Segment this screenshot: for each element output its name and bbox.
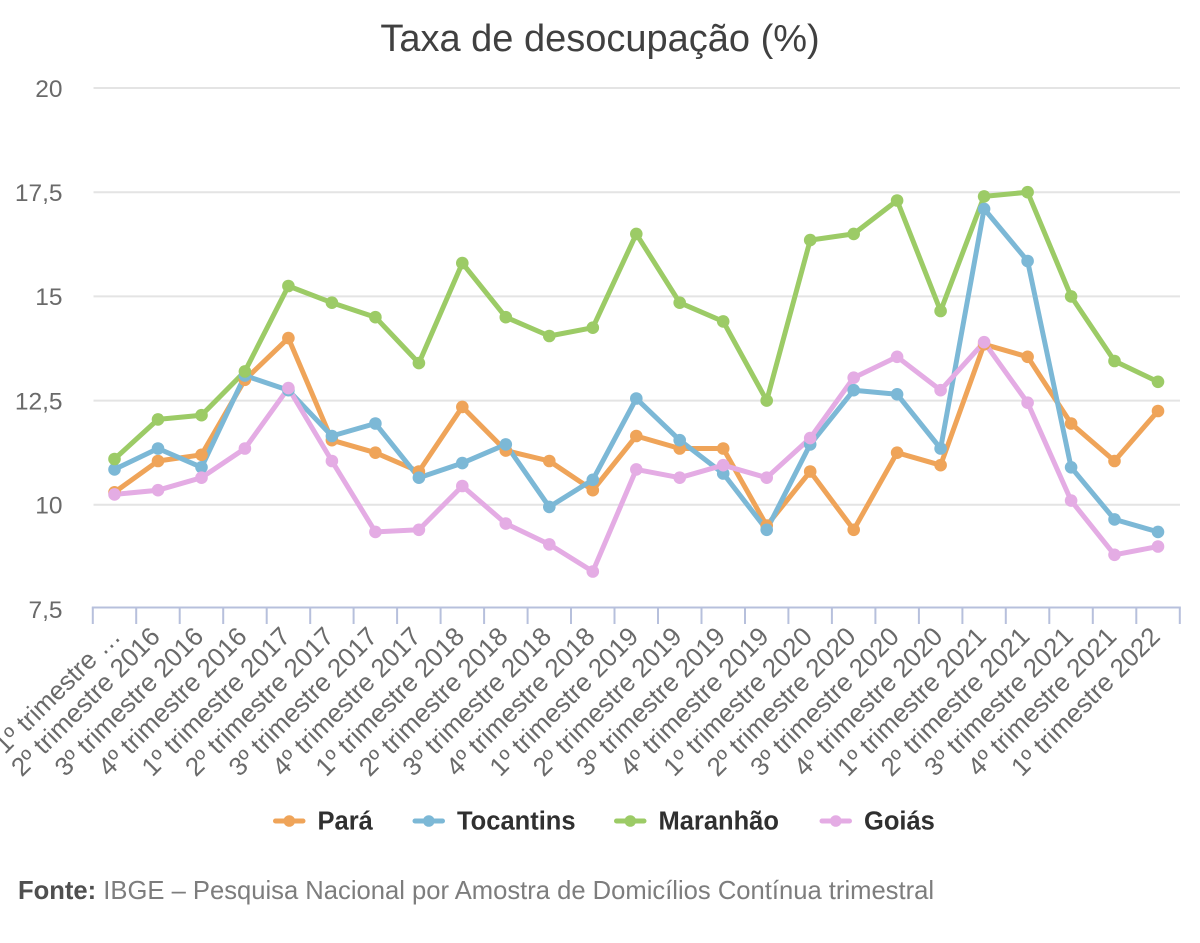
svg-text:20: 20 — [35, 76, 62, 103]
svg-text:Maranhão: Maranhão — [659, 808, 779, 836]
svg-text:12,5: 12,5 — [15, 388, 63, 415]
svg-text:15: 15 — [35, 284, 62, 311]
svg-text:10: 10 — [35, 493, 62, 520]
svg-text:Pará: Pará — [318, 808, 374, 836]
svg-text:Goiás: Goiás — [864, 808, 935, 836]
svg-text:Fonte: IBGE – Pesquisa Naciona: Fonte: IBGE – Pesquisa Nacional por Amos… — [18, 877, 934, 905]
svg-text:Taxa de desocupação (%): Taxa de desocupação (%) — [380, 18, 819, 60]
svg-text:Tocantins: Tocantins — [457, 808, 576, 836]
svg-text:7,5: 7,5 — [28, 597, 62, 624]
svg-text:17,5: 17,5 — [15, 180, 63, 207]
